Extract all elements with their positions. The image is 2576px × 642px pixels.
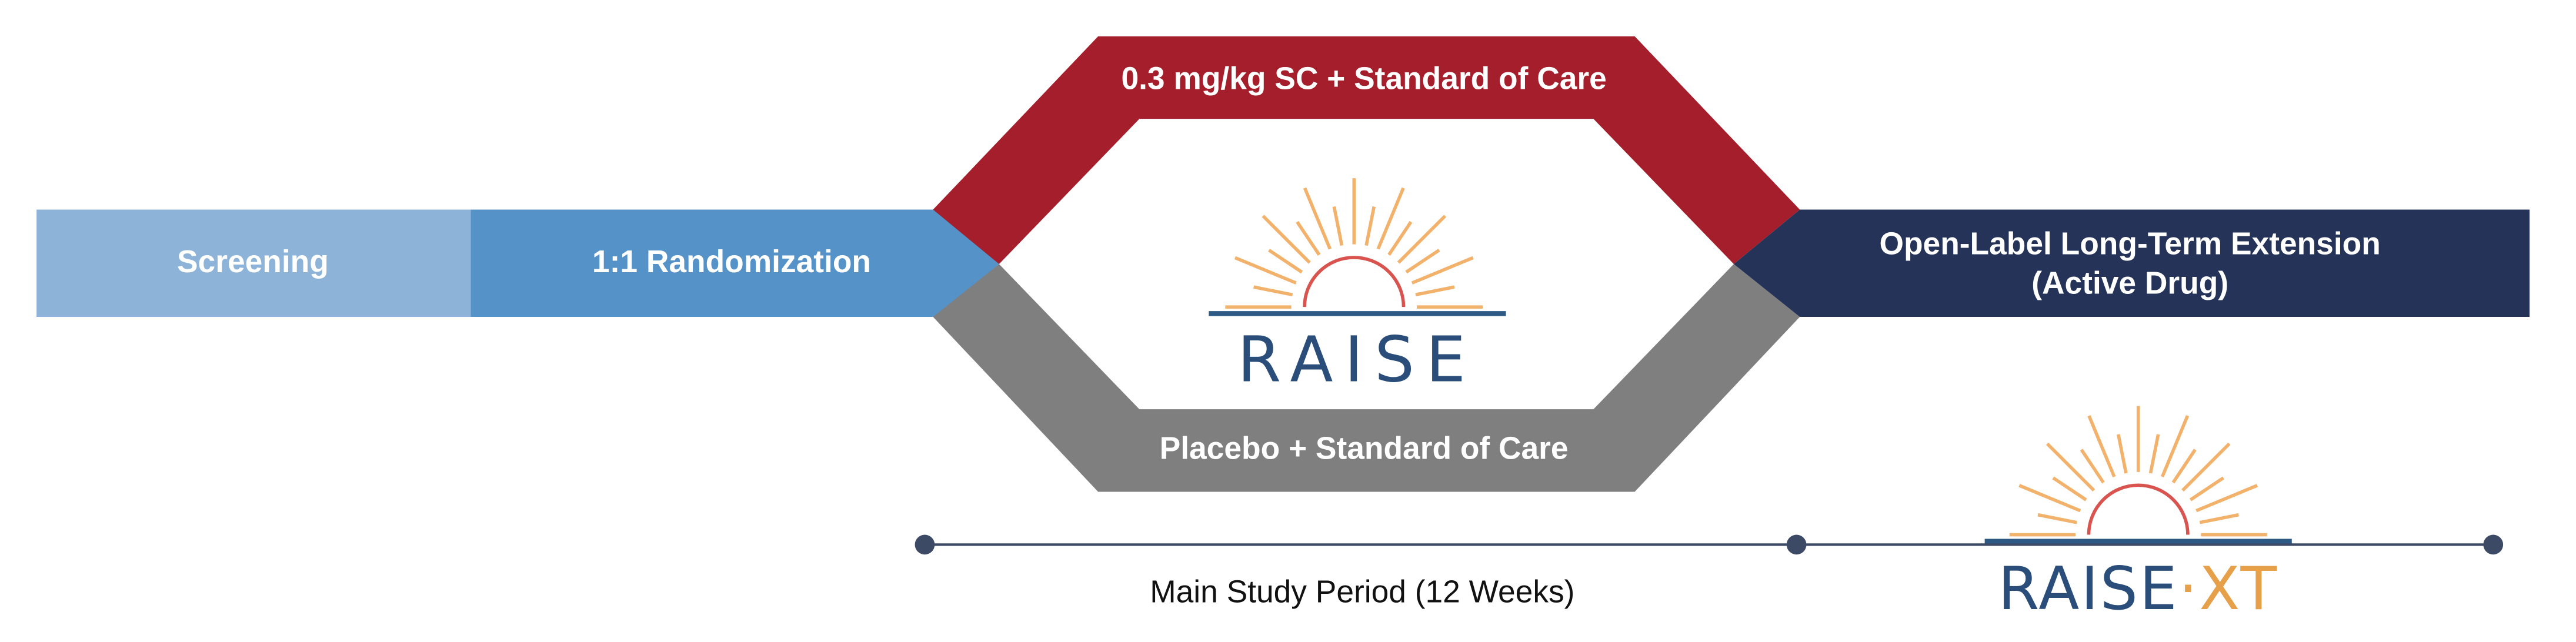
logo-text: RAISE·XT — [1998, 554, 2278, 623]
sun-arc — [1303, 256, 1406, 307]
sun-ray — [2189, 476, 2224, 501]
sun-ray — [1397, 215, 1447, 264]
sun-ray — [1405, 249, 1440, 274]
sun-ray — [1364, 206, 1376, 246]
sun-ray — [1376, 187, 1405, 250]
arm-label: 0.3 mg/kg SC + Standard of Care — [1121, 62, 1606, 96]
logo-suffix: XT — [2199, 554, 2278, 623]
raise-xt-logo: RAISE·XT — [1984, 406, 2292, 623]
sun-ray — [2018, 484, 2081, 513]
sun-ray — [2046, 442, 2095, 492]
sun-ray — [2148, 434, 2160, 474]
logo-name: RAISE — [1998, 554, 2178, 623]
raise-logo: RAISE — [1209, 178, 1506, 396]
sun-ray — [1296, 220, 1321, 256]
placebo-arm — [933, 264, 1800, 492]
timeline-dot — [915, 534, 935, 555]
sun-ray — [2087, 415, 2116, 478]
timeline-dot — [2483, 534, 2504, 555]
sun-ray — [2181, 442, 2231, 492]
sun-ray — [2080, 449, 2105, 484]
sun-ray — [1234, 256, 1297, 285]
treatment-arm — [933, 36, 1800, 265]
screening-bar — [36, 209, 471, 317]
sun-ray — [2171, 449, 2197, 484]
extension-bar — [1733, 209, 2530, 317]
phase-label: Screening — [177, 245, 329, 279]
sun-ray — [2037, 513, 2077, 524]
extension-label: Open-Label Long-Term Extension — [1880, 226, 2381, 261]
sun-ray — [1415, 285, 1455, 297]
extension-label: (Active Drug) — [2031, 266, 2228, 301]
sun-ray — [2052, 476, 2087, 501]
sun-ray — [1332, 206, 1344, 246]
sun-ray — [1411, 256, 1474, 285]
logo-text: RAISE — [1237, 323, 1477, 396]
timeline-label: Main Study Period (12 Weeks) — [1150, 575, 1574, 610]
logo-separator: · — [2178, 554, 2199, 623]
arm-label: Placebo + Standard of Care — [1160, 431, 1569, 466]
sun-arc — [2087, 483, 2190, 535]
sun-ray — [2195, 484, 2258, 513]
sun-ray — [1262, 215, 1311, 264]
randomization-bar — [471, 209, 999, 317]
sun-ray — [1303, 187, 1332, 250]
sun-ray — [1268, 249, 1303, 274]
phase-label: 1:1 Randomization — [592, 245, 871, 279]
sun-ray — [2116, 434, 2128, 474]
sun-ray — [1387, 220, 1413, 256]
timeline-dot — [1786, 534, 1807, 555]
sun-ray — [1253, 285, 1293, 297]
sun-ray — [2160, 415, 2190, 478]
sun-ray — [2199, 513, 2239, 524]
